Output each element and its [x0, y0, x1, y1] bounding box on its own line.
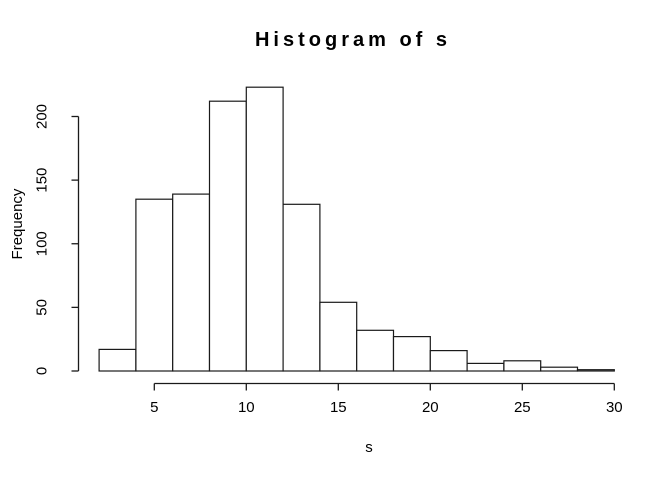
histogram-bar	[466, 362, 505, 372]
histogram-bar	[319, 301, 358, 372]
x-tick-label: 15	[330, 399, 347, 416]
histogram-bar	[208, 100, 247, 372]
histogram-bar	[282, 203, 321, 372]
histogram-bar	[576, 369, 615, 372]
histogram-bar	[392, 336, 431, 372]
bars-group	[98, 86, 615, 372]
y-axis-label: Frequency	[9, 188, 26, 259]
x-tick-label: 25	[514, 399, 531, 416]
histogram-bar	[245, 86, 284, 372]
axes-group: 0 50 100 150 200 5 10 15 20 25 30	[33, 104, 622, 416]
y-tick-label: 50	[33, 299, 50, 316]
y-tick-label: 0	[33, 367, 50, 375]
histogram-bar	[172, 193, 211, 372]
x-tick-label: 5	[150, 399, 158, 416]
histogram-bar	[356, 329, 395, 372]
x-tick-label: 10	[238, 399, 255, 416]
x-tick-label: 20	[422, 399, 439, 416]
x-tick-label: 30	[606, 399, 623, 416]
chart-title: Histogram of s	[255, 29, 451, 51]
histogram-bar	[135, 198, 174, 372]
y-tick-label: 100	[33, 231, 50, 256]
x-axis-label: s	[365, 439, 373, 456]
histogram-bar	[98, 348, 137, 372]
histogram-bar	[540, 366, 579, 372]
y-tick-label: 150	[33, 168, 50, 193]
histogram-bar	[429, 350, 468, 372]
histogram-bar	[503, 360, 542, 372]
y-tick-label: 200	[33, 104, 50, 129]
